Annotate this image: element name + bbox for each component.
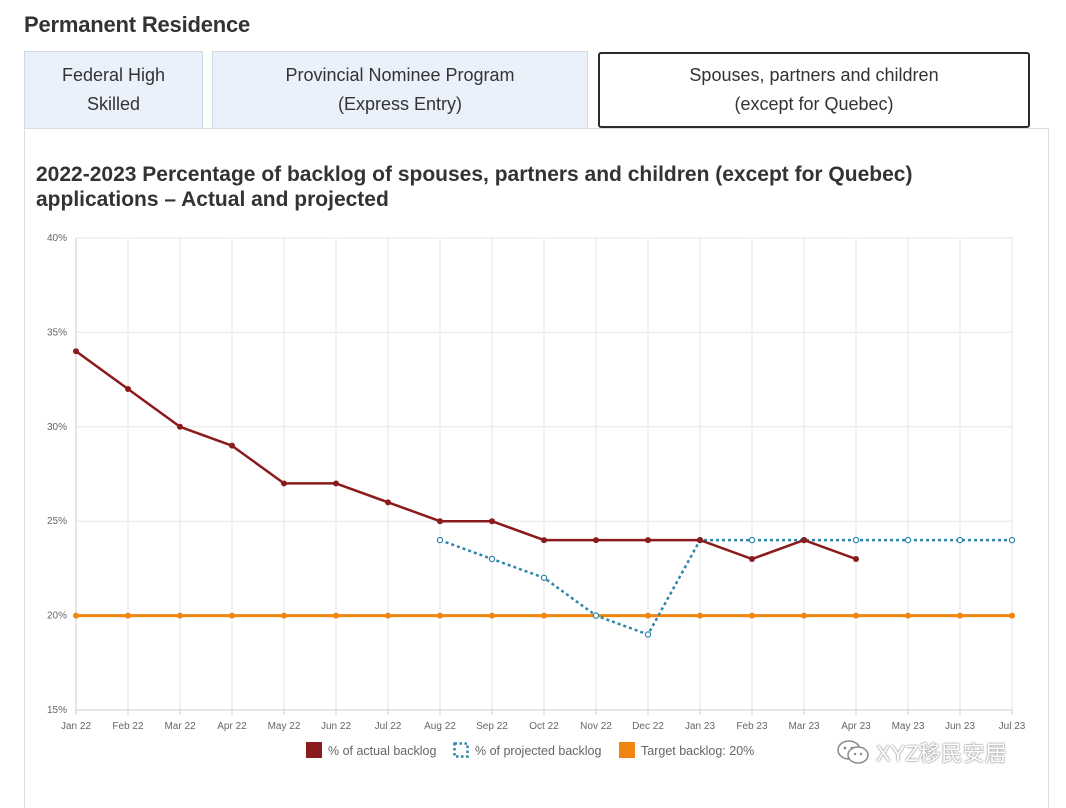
data-point: [281, 480, 287, 487]
data-point: [905, 612, 911, 619]
x-tick-label: Apr 23: [841, 721, 871, 732]
data-point: [853, 555, 859, 562]
y-tick-label: 35%: [47, 327, 67, 338]
data-point: [852, 536, 860, 544]
data-point: [125, 386, 131, 393]
data-point: [385, 499, 391, 506]
data-point: [333, 480, 339, 487]
data-point: [437, 612, 443, 619]
data-point: [125, 612, 131, 619]
data-point: [488, 555, 496, 563]
data-point: [644, 631, 652, 638]
data-point: [697, 612, 703, 619]
x-tick-label: Jun 23: [945, 721, 975, 732]
tab-provincial-nominee-program[interactable]: Provincial Nominee Program (Express Entr…: [212, 51, 588, 128]
data-point: [645, 537, 651, 544]
data-point: [749, 555, 755, 562]
data-point: [229, 442, 235, 449]
watermark-text: XYZ移民安居: [876, 741, 1007, 766]
data-point: [177, 612, 183, 619]
legend-swatch: [306, 742, 322, 758]
legend-swatch: [619, 742, 635, 758]
chart-panel: [24, 128, 1049, 808]
data-point: [73, 612, 79, 619]
tab-label: Provincial Nominee Program (Express Entr…: [285, 65, 515, 114]
data-point: [385, 612, 391, 619]
x-tick-label: Apr 22: [217, 721, 247, 732]
legend-label: Target backlog: 20%: [641, 744, 754, 758]
x-tick-label: Sep 22: [476, 721, 508, 732]
data-point: [177, 423, 183, 430]
x-tick-label: May 23: [892, 721, 925, 732]
data-point: [697, 537, 703, 544]
data-point: [801, 537, 807, 544]
data-point: [541, 612, 547, 619]
data-point: [801, 612, 807, 619]
x-tick-label: Jun 22: [321, 721, 351, 732]
y-tick-label: 40%: [47, 233, 67, 244]
data-point: [593, 537, 599, 544]
watermark: XYZ移民安居: [836, 736, 1007, 768]
data-point: [904, 536, 912, 544]
data-point: [229, 612, 235, 619]
data-point: [281, 612, 287, 619]
x-tick-label: Jul 22: [375, 721, 402, 732]
x-tick-label: Mar 23: [788, 721, 820, 732]
tab-label: Spouses, partners and children (except f…: [689, 65, 939, 114]
data-point: [1008, 536, 1016, 544]
chart-title: 2022-2023 Percentage of backlog of spous…: [36, 163, 913, 211]
series-line: [439, 538, 1012, 636]
data-point: [1009, 612, 1015, 619]
x-tick-label: Jul 23: [999, 721, 1026, 732]
x-tick-label: May 22: [268, 721, 301, 732]
data-point: [592, 612, 600, 619]
tab-bar: Federal High Skilled Provincial Nominee …: [24, 51, 1034, 131]
x-tick-label: Mar 22: [164, 721, 196, 732]
data-point: [645, 612, 651, 619]
data-point: [436, 536, 444, 544]
data-point: [748, 536, 756, 544]
x-tick-label: Dec 22: [632, 721, 664, 732]
y-tick-label: 20%: [47, 611, 67, 622]
series-line: [75, 350, 857, 561]
data-point: [489, 612, 495, 619]
data-point: [437, 518, 443, 525]
x-tick-label: Nov 22: [580, 721, 612, 732]
data-point: [73, 348, 79, 355]
data-point: [956, 536, 964, 544]
data-point: [489, 518, 495, 525]
y-tick-label: 15%: [47, 705, 67, 716]
section-title: Permanent Residence: [24, 12, 251, 37]
wechat-icon: [837, 740, 869, 764]
tab-spouses-partners-children[interactable]: Spouses, partners and children (except f…: [598, 52, 1030, 128]
data-point: [749, 612, 755, 619]
data-point: [957, 612, 963, 619]
x-tick-label: Feb 22: [112, 721, 144, 732]
tab-label: Federal High Skilled: [61, 65, 166, 114]
tab-federal-high-skilled[interactable]: Federal High Skilled: [24, 51, 203, 128]
x-tick-label: Feb 23: [736, 721, 768, 732]
y-tick-label: 30%: [47, 422, 67, 433]
x-tick-label: Jan 23: [685, 721, 715, 732]
data-point: [541, 537, 547, 544]
y-tick-label: 25%: [47, 516, 67, 527]
x-tick-label: Aug 22: [424, 721, 456, 732]
legend-label: % of projected backlog: [475, 744, 602, 758]
data-point: [333, 612, 339, 619]
legend-label: % of actual backlog: [328, 744, 436, 758]
x-tick-label: Jan 22: [61, 721, 91, 732]
x-tick-label: Oct 22: [529, 721, 559, 732]
data-point: [853, 612, 859, 619]
data-point: [540, 574, 548, 582]
legend-swatch: [453, 742, 469, 758]
